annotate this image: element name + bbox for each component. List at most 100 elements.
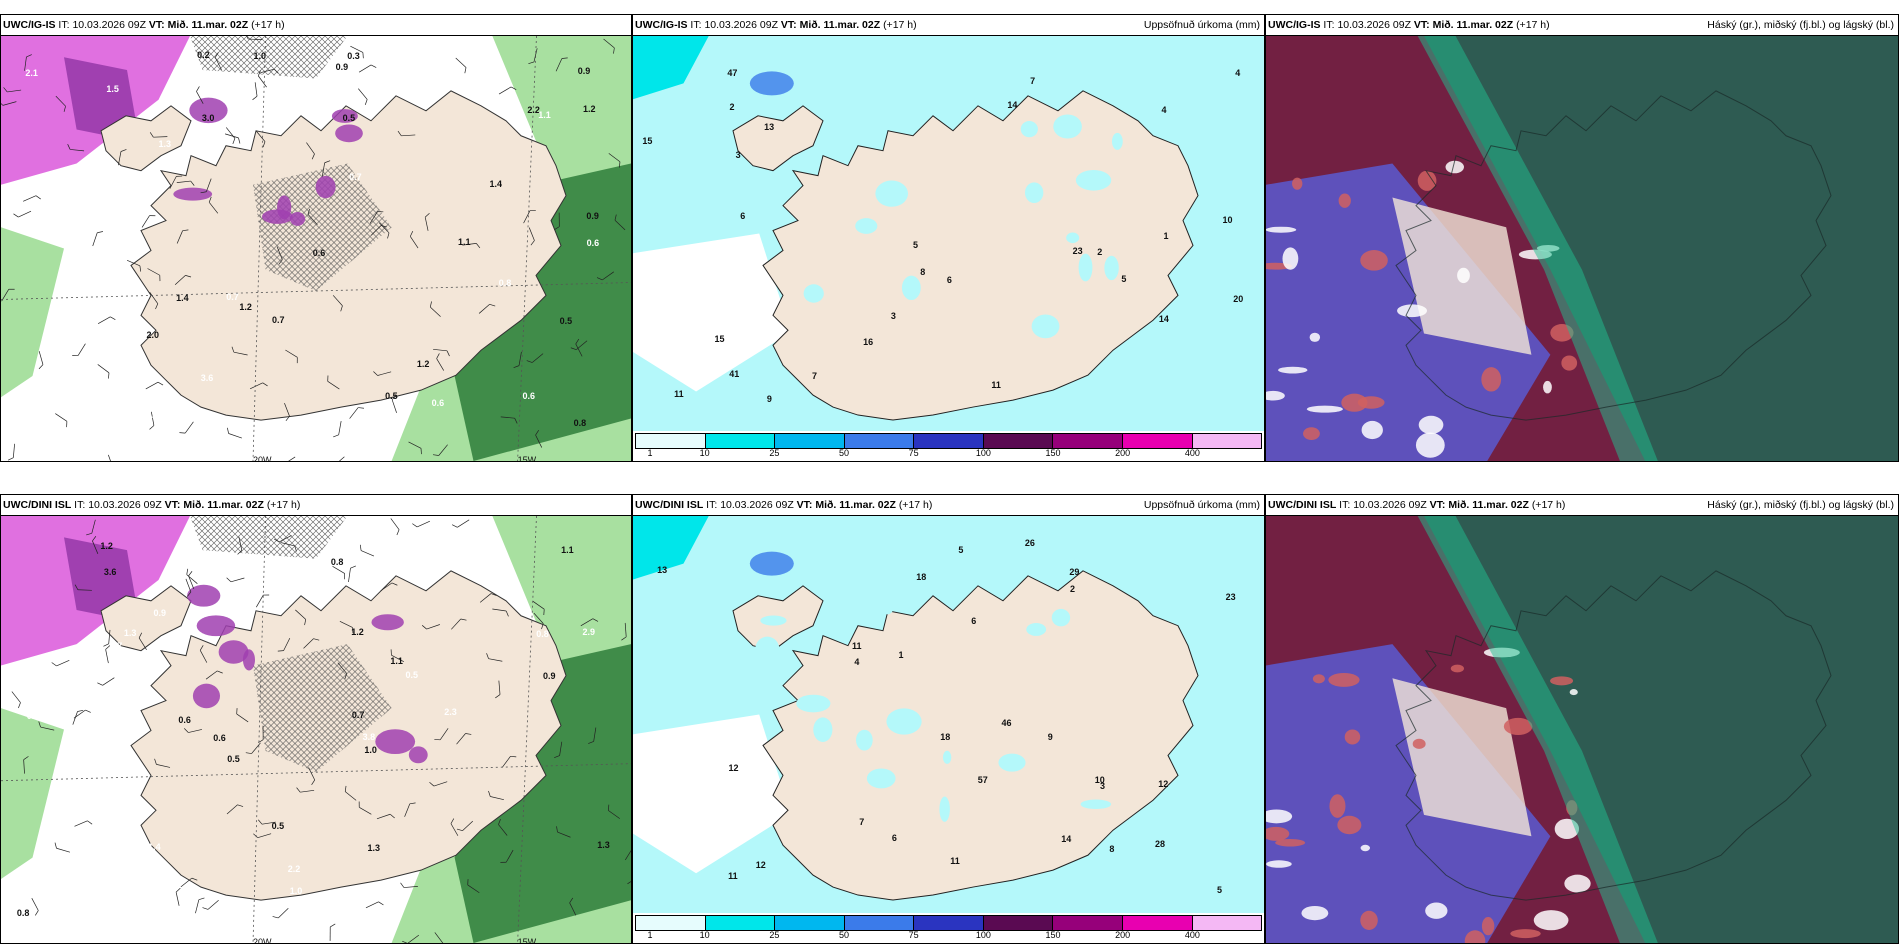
- map-value-label: 1.3: [123, 627, 137, 638]
- map-value-label: 6: [740, 210, 746, 221]
- lead-time: (+17 h): [898, 499, 933, 511]
- map-value-label: 5: [1121, 273, 1127, 284]
- wind-barb: [500, 416, 518, 424]
- colorbar-swatch: [775, 916, 845, 930]
- wind-barb: [231, 346, 248, 356]
- cloud-patch: [1278, 366, 1308, 374]
- mid-cloud-west: [1266, 644, 1551, 943]
- map-value-label: 0.7: [351, 710, 365, 721]
- colorbar-swatch: [844, 916, 915, 930]
- wind-barb: [462, 243, 481, 249]
- map-value-label: 3.6: [200, 373, 214, 384]
- wind-barb: [224, 133, 241, 144]
- cloud-patch: [1543, 380, 1552, 394]
- map-value-label: 14: [1007, 100, 1018, 110]
- wind-barb: [303, 638, 320, 649]
- wind-barb: [350, 45, 364, 59]
- it-label: IT:: [706, 499, 718, 511]
- cloud-patch: [1417, 170, 1437, 191]
- wind-barb: [358, 801, 372, 815]
- wind-barb: [523, 209, 536, 224]
- wind-barb: [348, 565, 356, 583]
- wind-barb: [380, 582, 398, 592]
- map-value-label: 1.1: [390, 655, 403, 666]
- wind-barb: [429, 781, 448, 787]
- map-value-label: 0.8: [498, 278, 512, 289]
- colorbar-swatch: [775, 434, 845, 448]
- map-value-label: 2.3: [444, 706, 457, 717]
- wind-barb: [408, 441, 422, 455]
- wind-barb: [358, 88, 368, 106]
- wind-barb: [277, 637, 291, 652]
- wind-barb: [86, 519, 96, 536]
- wind-barb: [532, 600, 545, 616]
- map-value-label: 3: [890, 310, 896, 321]
- map-value-label: 0.7: [272, 314, 285, 325]
- cloud-patch: [1306, 405, 1343, 413]
- wind-barb: [226, 577, 245, 583]
- colorbar-tick-label: 100: [975, 448, 991, 458]
- wind-barb: [332, 295, 343, 312]
- colorbar-swatch: [914, 434, 984, 448]
- panel-cloud: UWC/IG-IS IT: 10.03.2026 09Z VT: Mið. 11…: [1265, 14, 1899, 462]
- wind-barb: [365, 901, 384, 909]
- precip-patch: [1026, 622, 1047, 636]
- vt-label: VT:: [164, 499, 181, 511]
- panel-header: UWC/DINI ISL IT: 10.03.2026 09Z VT: Mið.…: [1, 495, 631, 516]
- wind-barb: [226, 804, 244, 815]
- map-value-label: 0.3: [347, 50, 360, 61]
- wind-barb: [492, 608, 509, 617]
- map-value-label: 15: [714, 334, 725, 345]
- wind-barb: [138, 632, 147, 650]
- map-value-label: 18: [916, 572, 927, 583]
- model-name: UWC/IG-IS: [3, 19, 56, 31]
- wind-barb: [608, 153, 621, 168]
- wind-barb: [200, 178, 212, 194]
- map-value-label: 0.7: [58, 877, 71, 888]
- precip-patch: [1078, 253, 1093, 282]
- cloud-patch: [1412, 738, 1426, 749]
- map-value-label: 0.6: [431, 397, 445, 408]
- wind-barb: [575, 338, 583, 357]
- cloud-patch: [1266, 226, 1297, 233]
- wind-barb: [214, 52, 222, 71]
- map-value-label: 0.6: [312, 248, 326, 259]
- wind-barb: [179, 421, 194, 434]
- wind-barb: [358, 64, 377, 73]
- map-value-label: 18: [940, 732, 951, 743]
- wind-barb: [284, 403, 290, 421]
- wind-barb: [451, 618, 467, 630]
- map-value-label: 57: [977, 774, 988, 785]
- wind-barb: [488, 790, 504, 801]
- heavy-precip-nw: [633, 36, 709, 100]
- colorbar-tick-label: 10: [699, 930, 710, 940]
- wind-barb: [199, 645, 208, 663]
- map-value-label: 0.7: [145, 410, 159, 421]
- wind-barb: [145, 381, 164, 390]
- colorbar-tick-label: 10: [699, 448, 710, 458]
- map-value-label: 0.5: [405, 670, 418, 681]
- map-value-label: 6: [946, 274, 952, 285]
- map-area: [633, 36, 1264, 431]
- wind-barb: [376, 813, 395, 820]
- map-value-label: 2.8: [443, 81, 456, 92]
- wind-barb: [126, 259, 142, 272]
- precip-core-east: [454, 163, 631, 461]
- wind-barb: [306, 142, 315, 160]
- wind-barb: [554, 212, 560, 230]
- longitude-label: 15W: [517, 937, 537, 944]
- iceland-outline: [1395, 570, 1832, 901]
- wind-barb: [513, 351, 522, 369]
- colorbar-swatch: [914, 916, 984, 930]
- colorbar-swatch: [1192, 916, 1262, 930]
- wind-barb: [455, 57, 467, 74]
- wind-barb: [183, 728, 202, 733]
- map-value-label: 1.2: [351, 626, 364, 637]
- map-value-label: 3.0: [201, 113, 215, 124]
- colorbar-swatch: [705, 916, 776, 930]
- longitude-line: [252, 516, 266, 943]
- cloud-patch: [1397, 304, 1428, 318]
- map-value-label: 1.3: [158, 139, 171, 150]
- wind-barb: [276, 246, 283, 265]
- map-value-label: 0.6: [207, 126, 221, 137]
